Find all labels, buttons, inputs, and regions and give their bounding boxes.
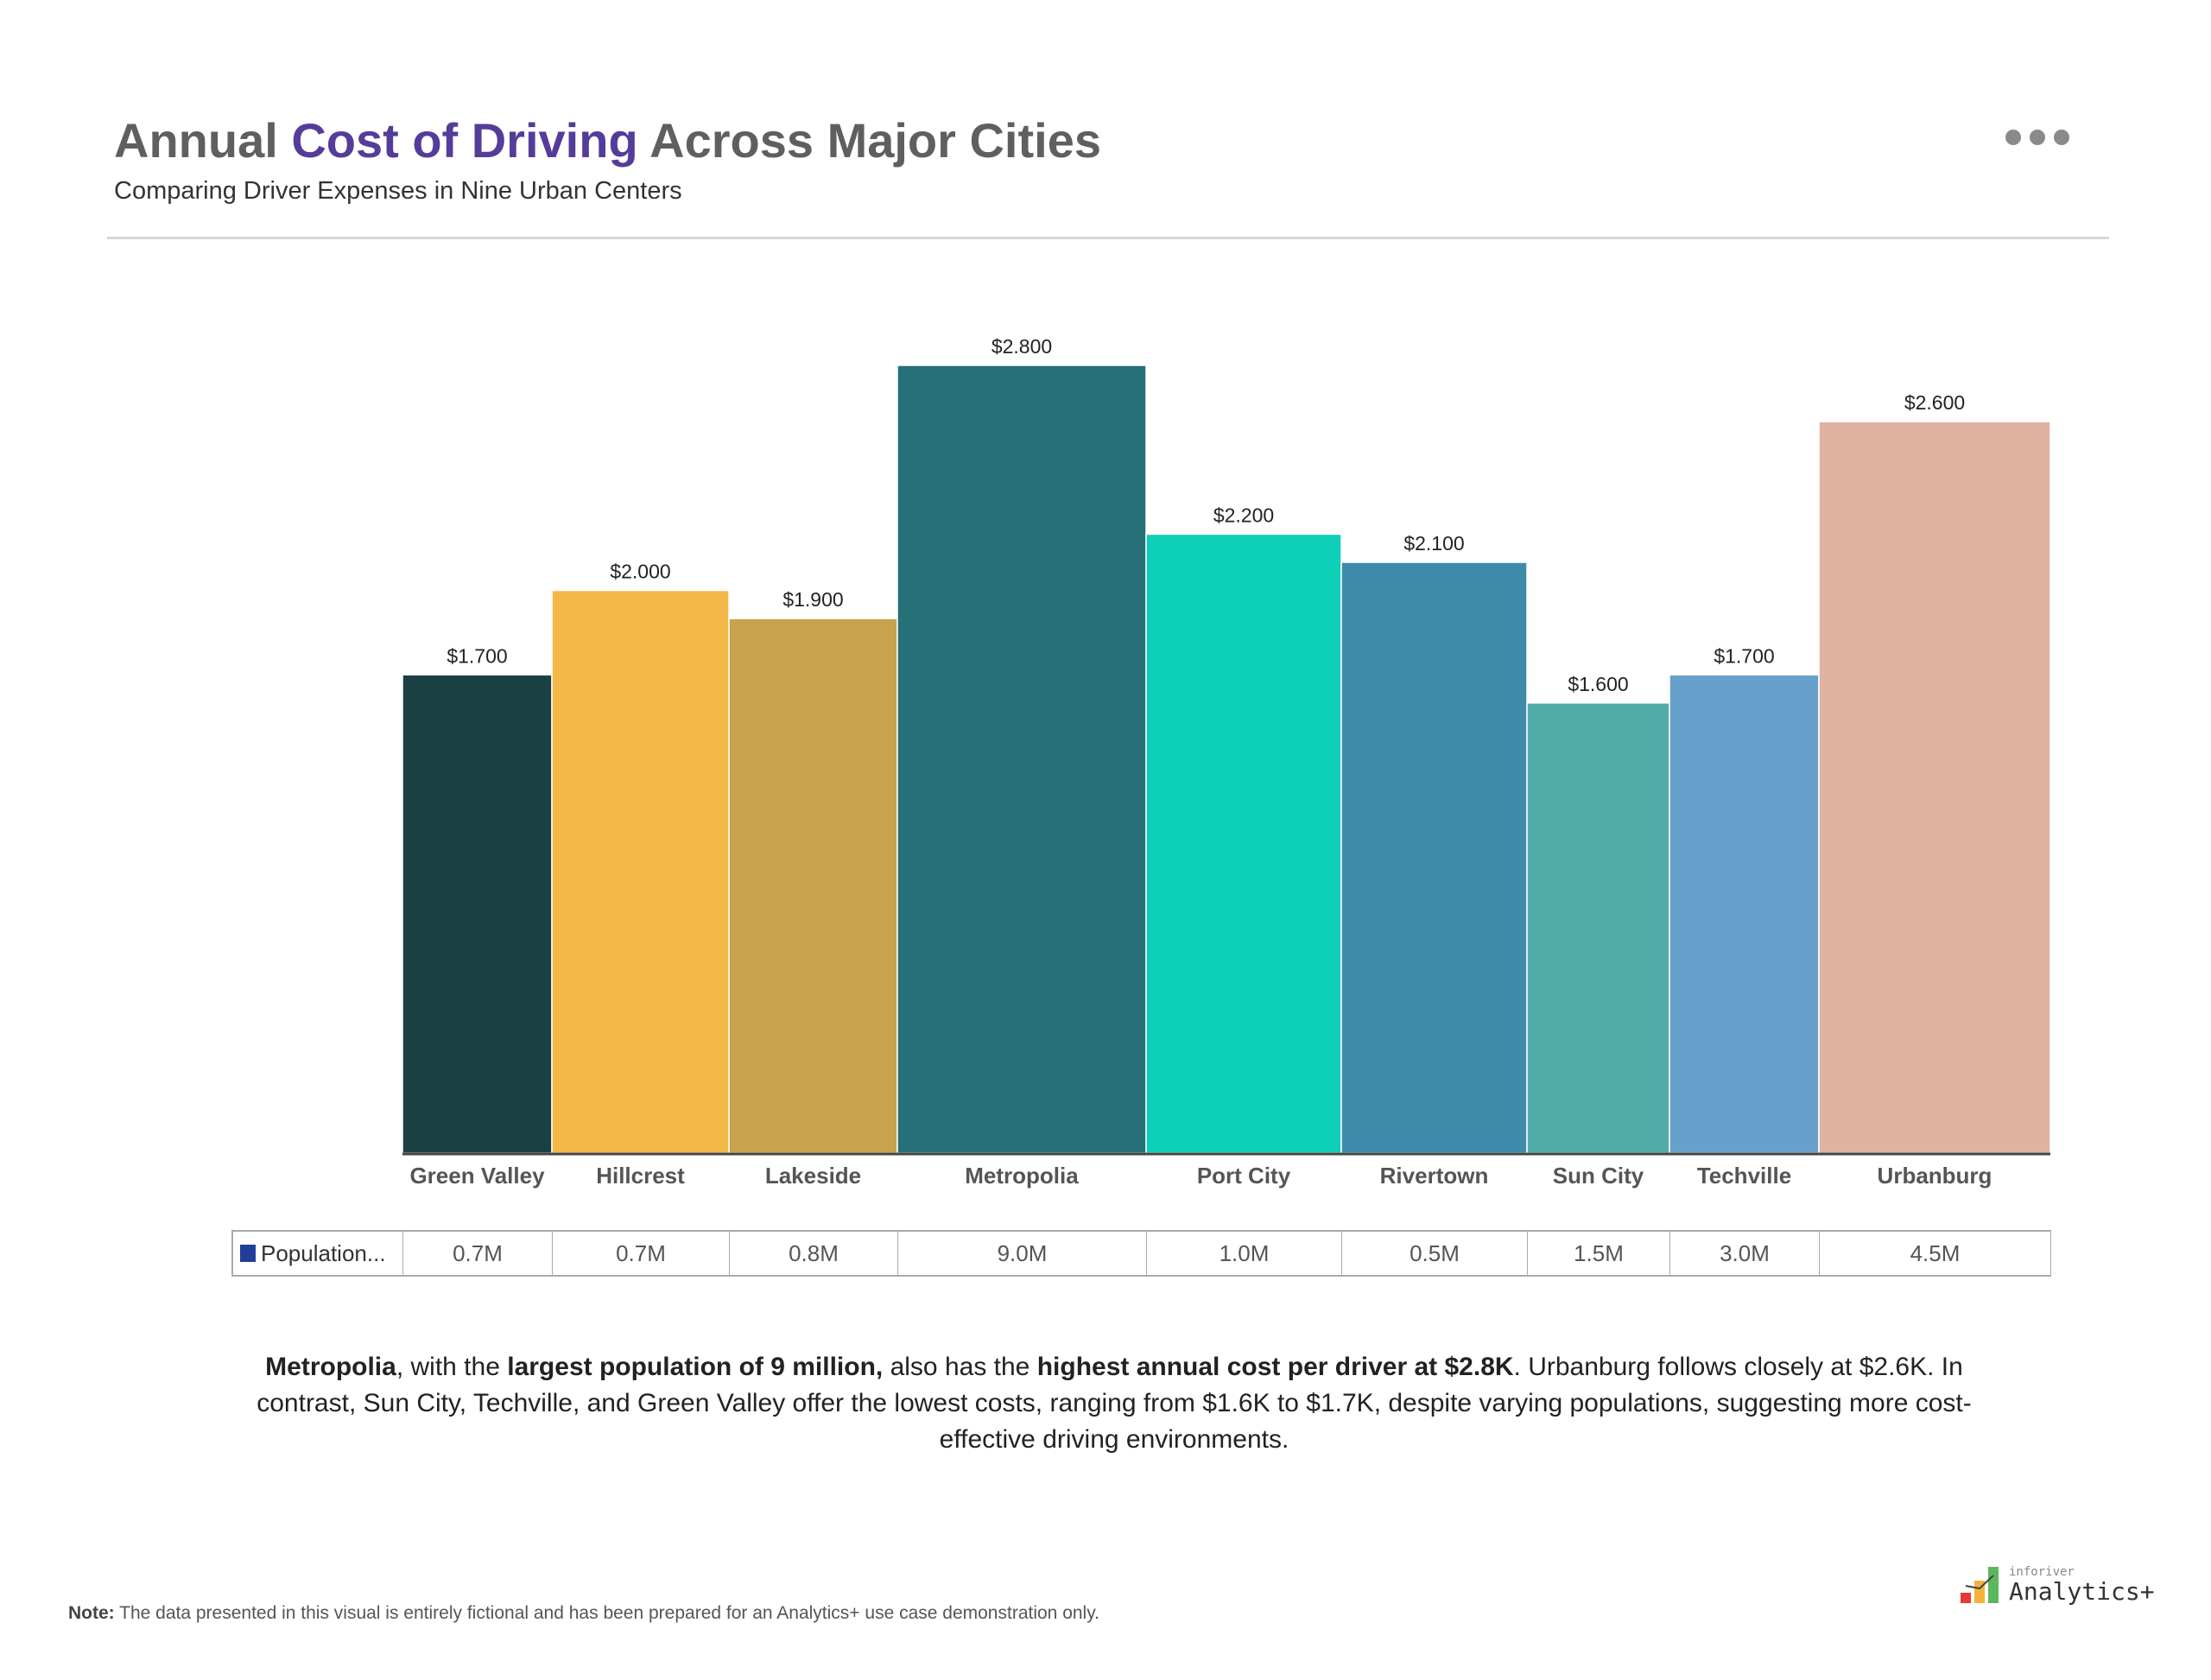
table-cell: 0.7M bbox=[402, 1232, 552, 1275]
bar-urbanburg[interactable] bbox=[1818, 421, 2051, 1154]
analytics-plus-logo: inforiver Analytics+ bbox=[1961, 1565, 2155, 1606]
bar-port-city[interactable] bbox=[1145, 533, 1342, 1154]
table-cell: 4.5M bbox=[1819, 1232, 2050, 1275]
data-label: $1.900 bbox=[782, 588, 843, 611]
bar-rivertown[interactable] bbox=[1340, 561, 1528, 1154]
header-divider bbox=[107, 237, 2109, 239]
row-label: Population... bbox=[261, 1239, 386, 1266]
bar-sun-city[interactable] bbox=[1526, 702, 1670, 1154]
svg-text:inforiver: inforiver bbox=[2009, 1565, 2075, 1579]
note-text: The data presented in this visual is ent… bbox=[114, 1603, 1099, 1623]
data-label: $2.100 bbox=[1403, 532, 1464, 555]
title-part: Annual bbox=[114, 113, 292, 168]
bar-green-valley[interactable] bbox=[402, 674, 553, 1154]
data-label: $1.700 bbox=[1714, 644, 1774, 667]
narr-text: , with the bbox=[396, 1353, 508, 1381]
table-cell: 1.5M bbox=[1527, 1232, 1669, 1275]
table-cell: 0.8M bbox=[729, 1232, 897, 1275]
bar-hillcrest[interactable] bbox=[551, 589, 730, 1154]
table-cell: 3.0M bbox=[1669, 1232, 1819, 1275]
bar-lakeside[interactable] bbox=[728, 618, 898, 1154]
narr-bold: largest population of 9 million, bbox=[507, 1353, 884, 1381]
narr-text: also has the bbox=[883, 1353, 1037, 1381]
bar-metropolia[interactable] bbox=[896, 365, 1147, 1154]
category-label: Port City bbox=[1197, 1163, 1291, 1189]
narr-bold: Metropolia bbox=[265, 1353, 396, 1381]
page-title: Annual Cost of Driving Across Major Citi… bbox=[114, 112, 1101, 168]
title-highlight: Cost of Driving bbox=[291, 113, 638, 168]
category-label: Lakeside bbox=[765, 1163, 861, 1189]
category-label: Sun City bbox=[1553, 1163, 1644, 1189]
data-label: $2.000 bbox=[610, 561, 670, 583]
category-label: Techville bbox=[1697, 1163, 1791, 1189]
table-cell: 1.0M bbox=[1146, 1232, 1341, 1275]
footnote: Note: The data presented in this visual … bbox=[68, 1603, 1099, 1624]
note-label: Note: bbox=[68, 1603, 115, 1623]
narr-bold: highest annual cost per driver at $2.8K bbox=[1036, 1353, 1514, 1381]
data-label: $2.600 bbox=[1904, 391, 1965, 414]
narrative-text: Metropolia, with the largest population … bbox=[242, 1349, 1986, 1458]
table-cell: 0.5M bbox=[1341, 1232, 1527, 1275]
title-part: Across Major Cities bbox=[637, 113, 1101, 168]
narr-text: . Urbanburg follows closely at $2.6K. In… bbox=[257, 1353, 1972, 1454]
table-cell: 0.7M bbox=[552, 1232, 729, 1275]
more-options-icon[interactable] bbox=[2005, 130, 2069, 145]
category-label: Metropolia bbox=[965, 1163, 1079, 1189]
page-subtitle: Comparing Driver Expenses in Nine Urban … bbox=[114, 177, 682, 205]
data-label: $2.200 bbox=[1213, 504, 1274, 526]
legend-swatch bbox=[240, 1245, 256, 1262]
table-row-header: Population... bbox=[231, 1232, 402, 1275]
bar-techville[interactable] bbox=[1669, 674, 1820, 1154]
bar-chart: $1.700 Green Valley $2.000 Hillcrest $1.900 L… bbox=[402, 335, 2051, 1189]
data-label: $1.700 bbox=[447, 644, 507, 667]
data-label: $1.600 bbox=[1568, 673, 1628, 695]
data-label: $2.800 bbox=[991, 335, 1052, 358]
table-cell: 9.0M bbox=[897, 1232, 1146, 1275]
category-label: Urbanburg bbox=[1878, 1163, 1992, 1189]
category-label: Green Valley bbox=[409, 1163, 545, 1189]
category-label: Rivertown bbox=[1380, 1163, 1489, 1189]
population-table: Population... 0.7M 0.7M 0.8M 9.0M 1.0M 0.5M 1.5… bbox=[231, 1230, 2051, 1277]
svg-text:Analytics+: Analytics+ bbox=[2009, 1577, 2155, 1606]
category-label: Hillcrest bbox=[596, 1163, 685, 1189]
